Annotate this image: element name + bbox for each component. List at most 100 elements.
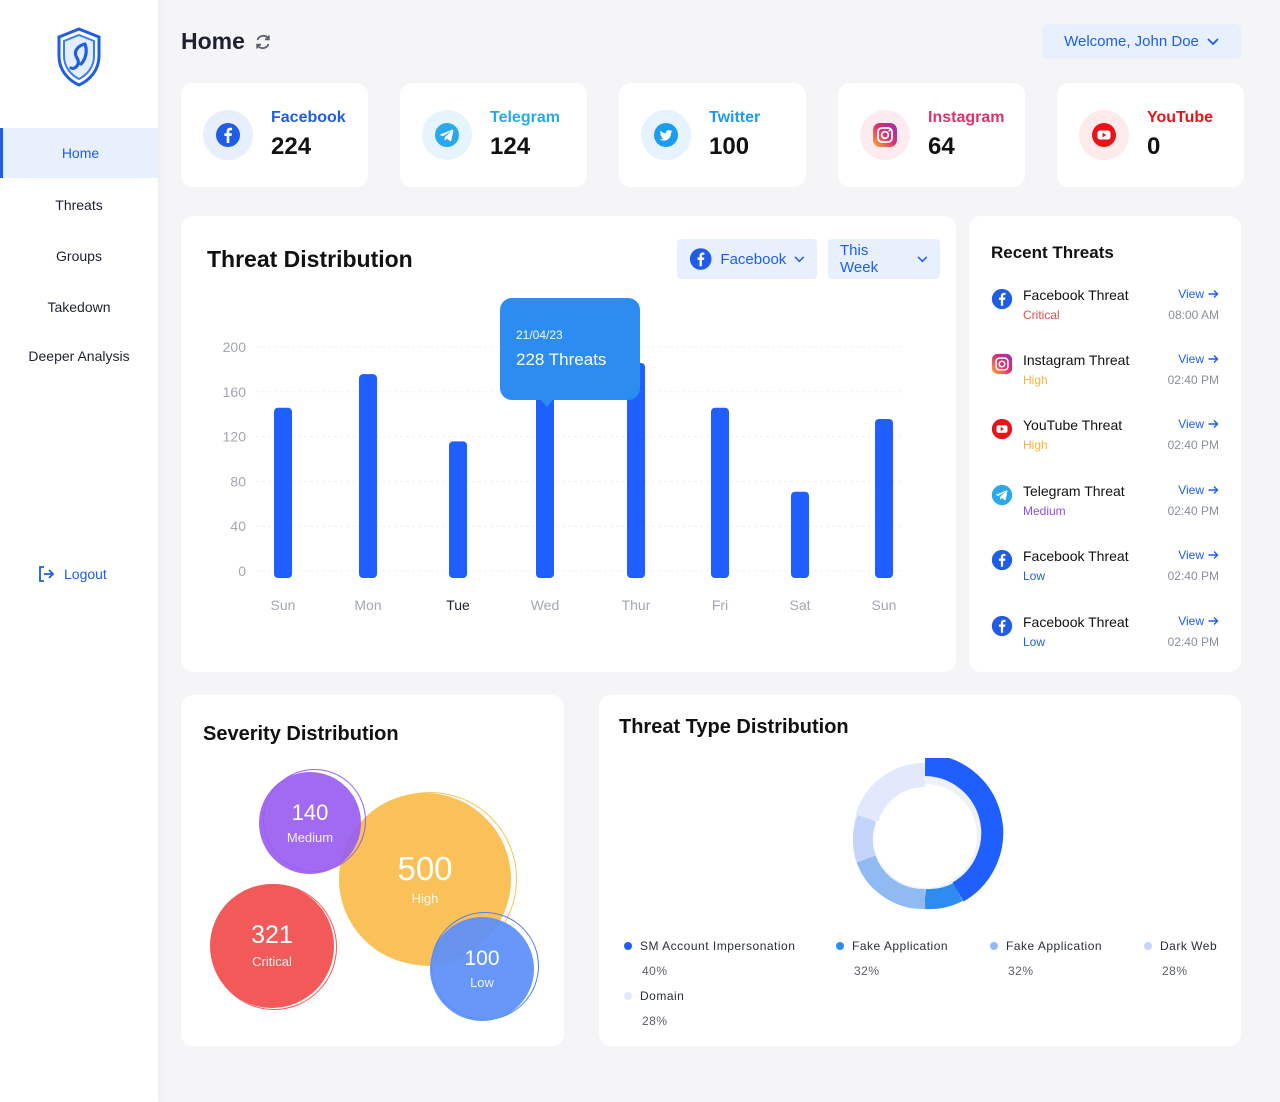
bar-thur[interactable] bbox=[627, 362, 645, 578]
view-threat-link[interactable]: View bbox=[1178, 548, 1219, 562]
bubble-value: 321 bbox=[251, 921, 293, 949]
user-menu-button[interactable]: Welcome, John Doe bbox=[1042, 24, 1241, 59]
y-tick-label: 120 bbox=[223, 429, 247, 445]
severity-bubble-high[interactable]: 500 High bbox=[339, 793, 511, 965]
bar-mon[interactable] bbox=[359, 374, 377, 578]
y-tick-label: 0 bbox=[238, 563, 246, 579]
view-threat-link[interactable]: View bbox=[1178, 417, 1219, 431]
bar-sat[interactable] bbox=[791, 491, 809, 578]
x-tick-label: Thur bbox=[622, 597, 651, 613]
recent-threat-item[interactable]: Facebook Threat Low View 02:40 PM bbox=[991, 613, 1219, 653]
bubble-value: 140 bbox=[291, 799, 329, 825]
severity-bubble-low[interactable]: 100 Low bbox=[430, 917, 534, 1021]
legend-label: Fake Application bbox=[1006, 939, 1103, 953]
platform-filter-dropdown[interactable]: Facebook bbox=[677, 239, 817, 279]
recent-threat-name: Facebook Threat bbox=[1023, 287, 1129, 303]
refresh-icon[interactable] bbox=[254, 33, 272, 51]
threat-bar-chart: 0 40 80 120 160 200 Sun Mon Tue Wed Thur Fri Sat Sun bbox=[223, 339, 904, 613]
view-label: View bbox=[1178, 548, 1204, 562]
twitter-icon-wrap bbox=[641, 110, 691, 160]
donut-slice-fake-application-2[interactable] bbox=[856, 855, 926, 909]
view-threat-link[interactable]: View bbox=[1178, 614, 1219, 628]
youtube-icon-wrap bbox=[1079, 110, 1129, 160]
recent-threat-time: 02:40 PM bbox=[1167, 635, 1219, 649]
legend-item-fake-application-2: Fake Application 32% bbox=[990, 939, 1102, 978]
sidebar-item-label: Threats bbox=[55, 197, 103, 213]
arrow-right-icon bbox=[1208, 420, 1219, 428]
view-label: View bbox=[1178, 614, 1204, 628]
stat-value: 100 bbox=[709, 133, 750, 160]
view-threat-link[interactable]: View bbox=[1178, 352, 1219, 366]
severity-distribution-title: Severity Distribution bbox=[203, 723, 399, 745]
legend-item-domain: Domain 28% bbox=[624, 989, 684, 1028]
recent-threat-item[interactable]: Telegram Threat Medium View 02:40 PM bbox=[991, 482, 1219, 522]
bar-fri[interactable] bbox=[711, 407, 729, 578]
stat-name: YouTube bbox=[1147, 109, 1214, 126]
recent-threat-time: 02:40 PM bbox=[1167, 438, 1219, 452]
recent-threat-item[interactable]: Facebook Threat Low View 02:40 PM bbox=[991, 547, 1219, 587]
threat-type-distribution-card: Threat Type Distribution SM Account Impe… bbox=[599, 695, 1241, 1046]
recent-threat-time: 02:40 PM bbox=[1167, 373, 1219, 387]
donut-slice-fake-application[interactable] bbox=[924, 882, 963, 910]
donut-slice-dark-web[interactable] bbox=[852, 814, 877, 863]
donut-slice-sm-account-impersonation[interactable] bbox=[924, 758, 1004, 902]
logout-icon bbox=[39, 566, 55, 582]
threat-type-donut-chart bbox=[852, 758, 1004, 910]
sidebar-item-takedown[interactable]: Takedown bbox=[0, 282, 158, 332]
chevron-down-icon bbox=[1207, 37, 1219, 45]
tooltip-date: 21/04/23 bbox=[516, 328, 563, 342]
bar-sun[interactable] bbox=[875, 418, 893, 578]
bar-sun[interactable] bbox=[274, 407, 292, 578]
view-threat-link[interactable]: View bbox=[1178, 483, 1219, 497]
recent-threat-name: Facebook Threat bbox=[1023, 548, 1129, 564]
recent-threat-item[interactable]: Facebook Threat Critical View 08:00 AM bbox=[991, 286, 1219, 326]
bubble-label: Low bbox=[470, 975, 494, 990]
recent-threat-item[interactable]: YouTube Threat High View 02:40 PM bbox=[991, 416, 1219, 456]
bar-tue[interactable] bbox=[449, 441, 467, 578]
sidebar-item-groups[interactable]: Groups bbox=[0, 231, 158, 281]
arrow-right-icon bbox=[1208, 290, 1219, 298]
recent-threats-title: Recent Threats bbox=[991, 243, 1114, 262]
recent-threat-severity: Low bbox=[1023, 635, 1046, 649]
recent-threat-severity: Low bbox=[1023, 569, 1046, 583]
logout-label: Logout bbox=[64, 566, 107, 582]
recent-threat-name: YouTube Threat bbox=[1023, 417, 1123, 433]
view-label: View bbox=[1178, 287, 1204, 301]
stat-card-telegram[interactable]: Telegram 124 bbox=[400, 83, 587, 187]
severity-bubble-medium[interactable]: 140 Medium bbox=[259, 772, 361, 874]
logout-button[interactable]: Logout bbox=[38, 566, 107, 582]
stat-card-youtube[interactable]: YouTube 0 bbox=[1057, 83, 1244, 187]
sidebar-item-threats[interactable]: Threats bbox=[0, 180, 158, 230]
stat-name: Twitter bbox=[709, 109, 761, 126]
stat-card-twitter[interactable]: Twitter 100 bbox=[619, 83, 806, 187]
threat-type-distribution-title: Threat Type Distribution bbox=[619, 716, 849, 738]
period-filter-dropdown[interactable]: This Week bbox=[828, 239, 940, 279]
view-threat-link[interactable]: View bbox=[1178, 287, 1219, 301]
arrow-right-icon bbox=[1208, 486, 1219, 494]
donut-slice-domain[interactable] bbox=[855, 762, 926, 822]
arrow-right-icon bbox=[1208, 355, 1219, 363]
recent-threat-item[interactable]: Instagram Threat High View 02:40 PM bbox=[991, 351, 1219, 391]
shield-logo-icon[interactable] bbox=[55, 26, 103, 88]
severity-distribution-card: Severity Distribution 500 High 140 Mediu… bbox=[181, 695, 564, 1046]
bar-wed[interactable] bbox=[536, 387, 554, 578]
legend-pct: 28% bbox=[1162, 964, 1188, 978]
chevron-down-icon bbox=[917, 255, 928, 262]
severity-bubble-critical[interactable]: 321 Critical bbox=[210, 884, 334, 1008]
x-tick-label: Mon bbox=[354, 597, 381, 613]
legend-label: Dark Web bbox=[1160, 939, 1218, 953]
legend-label: Fake Application bbox=[852, 939, 949, 953]
page-title-text: Home bbox=[181, 28, 245, 54]
sidebar-item-home[interactable]: Home bbox=[0, 128, 158, 178]
legend-pct: 28% bbox=[642, 1014, 668, 1028]
sidebar-item-label: Home bbox=[61, 145, 100, 161]
recent-threat-name: Telegram Threat bbox=[1023, 483, 1125, 499]
stat-value: 224 bbox=[271, 133, 312, 160]
legend-label: SM Account Impersonation bbox=[640, 939, 796, 953]
x-tick-label: Tue bbox=[446, 597, 470, 613]
stat-card-facebook[interactable]: Facebook 224 bbox=[181, 83, 368, 187]
stat-card-instagram[interactable]: Instagram 64 bbox=[838, 83, 1025, 187]
sidebar-item-deeper-analysis[interactable]: Deeper Analysis bbox=[0, 331, 158, 381]
y-tick-label: 200 bbox=[223, 339, 247, 355]
legend-item-dark-web: Dark Web 28% bbox=[1144, 939, 1217, 978]
